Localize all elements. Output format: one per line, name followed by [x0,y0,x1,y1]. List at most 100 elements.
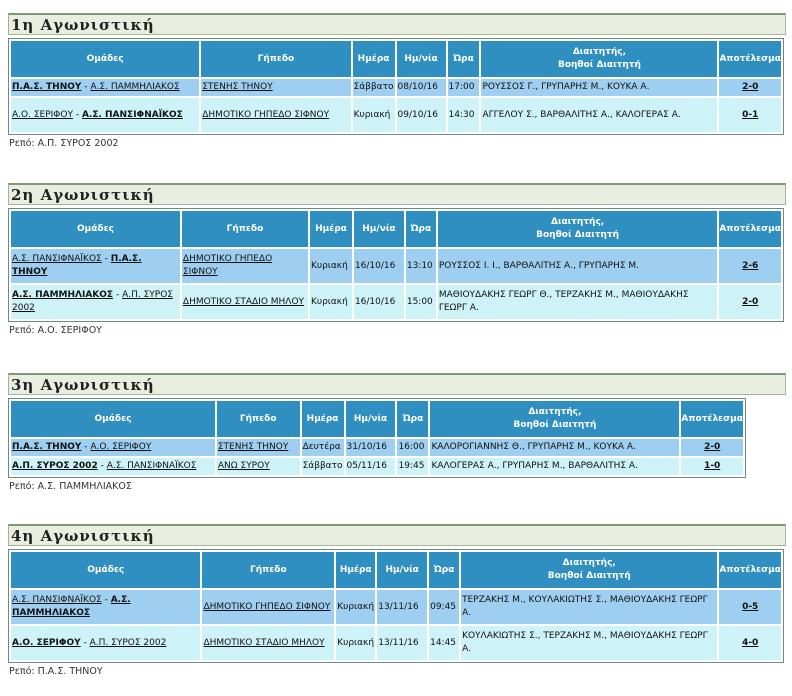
home-team-link[interactable]: Π.Α.Σ. ΤΗΝΟΥ [12,442,82,452]
game-row: Α.Σ. ΠΑΝΣΙΦΝΑΪΚΟΣ - Α.Σ. ΠΑΜΜΗΛΙΑΚΟΣ ΔΗΜ… [11,590,781,624]
game-date: 05/11/16 [345,458,396,475]
game-referees: ΤΕΡΖΑΚΗΣ Μ., ΚΟΥΛΑΚΙΩΤΗΣ Σ., ΜΑΘΙΟΥΔΑΚΗΣ… [461,590,718,624]
away-team-link[interactable]: Π.Α.Σ. ΤΗΝΟΥ [12,254,142,277]
col-time-header: Ώρα [405,211,436,247]
games-table: Ομάδες Γήπεδο Ημέρα Ημ/νία Ώρα Διαιτητής… [8,38,784,135]
game-result-link[interactable]: 0-5 [719,590,781,624]
col-teams-header: Ομάδες [11,41,200,77]
rest-team-note: Ρεπό: Π.Α.Σ. ΤΗΝΟΥ [9,666,103,677]
game-teams[interactable]: Π.Α.Σ. ΤΗΝΟΥ - Α.Σ. ΠΑΜΜΗΛΙΑΚΟΣ [11,79,200,96]
round-section-1: 1η Αγωνιστική Ομάδες Γήπεδο Ημέρα Ημ/νία… [8,13,786,149]
away-team-link[interactable]: Α.Ο. ΣΕΡΙΦΟΥ [90,442,152,452]
col-result-header: Αποτέλεσμα [719,211,781,247]
col-day-header: Ημέρα [352,41,395,77]
col-day-header: Ημέρα [336,552,376,588]
col-time-header: Ώρα [397,401,429,437]
game-day: Κυριακή [309,285,352,319]
venue-link[interactable]: ΑΝΩ ΣΥΡΟΥ [216,458,300,475]
game-row: Π.Α.Σ. ΤΗΝΟΥ - Α.Ο. ΣΕΡΙΦΟΥ ΣΤΕΝΗΣ ΤΗΝΟΥ… [11,439,743,456]
round-section-2: 2η Αγωνιστική Ομάδες Γήπεδο Ημέρα Ημ/νία… [8,183,786,336]
col-day-header: Ημέρα [309,211,352,247]
rest-team: Α.Ο. ΣΕΡΙΦΟΥ [37,325,102,336]
away-team-link[interactable]: Α.Σ. ΠΑΜΜΗΛΙΑΚΟΣ [12,595,131,618]
game-result-link[interactable]: 0-1 [719,98,781,132]
away-team-link[interactable]: Α.Π. ΣΥΡΟΣ 2002 [12,290,173,313]
col-time-header: Ώρα [429,552,460,588]
game-teams[interactable]: Π.Α.Σ. ΤΗΝΟΥ - Α.Ο. ΣΕΡΙΦΟΥ [11,439,215,456]
venue-link[interactable]: ΔΗΜΟΤΙΚΟ ΣΤΑΔΙΟ ΜΗΛΟΥ [181,285,308,319]
game-result-link[interactable]: 2-6 [719,249,781,283]
game-result-link[interactable]: 1-0 [681,458,743,475]
game-teams[interactable]: Α.Σ. ΠΑΝΣΙΦΝΑΪΚΟΣ - Π.Α.Σ. ΤΗΝΟΥ [11,249,180,283]
game-time: 14:45 [429,626,460,660]
venue-link[interactable]: ΔΗΜΟΤΙΚΟ ΓΗΠΕΔΟ ΣΙΦΝΟΥ [202,590,335,624]
game-referees: ΡΟΥΣΣΟΣ Γ., ΓΡΥΠΑΡΗΣ Μ., ΚΟΥΚΑ Α. [481,79,718,96]
game-teams[interactable]: Α.Σ. ΠΑΜΜΗΛΙΑΚΟΣ - Α.Π. ΣΥΡΟΣ 2002 [11,285,180,319]
col-referees-header: Διαιτητής, Βοηθοί Διαιτητή [437,211,718,247]
col-time-header: Ώρα [447,41,480,77]
game-time: 16:00 [397,439,429,456]
col-result-header: Αποτέλεσμα [719,552,781,588]
home-team-link[interactable]: Α.Ο. ΣΕΡΙΦΟΥ [12,637,81,648]
game-date: 31/10/16 [345,439,396,456]
away-team-link[interactable]: Α.Π. ΣΥΡΟΣ 2002 [89,637,167,648]
venue-link[interactable]: ΔΗΜΟΤΙΚΟ ΓΗΠΕΔΟ ΣΙΦΝΟΥ [181,249,308,283]
game-time: 15:00 [405,285,436,319]
round-title: 2η Αγωνιστική [8,183,786,205]
game-result-link[interactable]: 2-0 [719,79,781,96]
game-row: Α.Σ. ΠΑΝΣΙΦΝΑΪΚΟΣ - Π.Α.Σ. ΤΗΝΟΥ ΔΗΜΟΤΙΚ… [11,249,781,283]
col-venue-header: Γήπεδο [201,41,351,77]
away-team-link[interactable]: Α.Σ. ΠΑΝΣΙΦΝΑΪΚΟΣ [81,109,183,120]
game-result-link[interactable]: 2-0 [719,285,781,319]
venue-link[interactable]: ΔΗΜΟΤΙΚΟ ΣΤΑΔΙΟ ΜΗΛΟΥ [202,626,335,660]
round-section-4: 4η Αγωνιστική Ομάδες Γήπεδο Ημέρα Ημ/νία… [8,524,786,677]
home-team-link[interactable]: Α.Σ. ΠΑΝΣΙΦΝΑΪΚΟΣ [12,254,102,264]
home-team-link[interactable]: Α.Ο. ΣΕΡΙΦΟΥ [12,109,73,120]
game-row: Α.Π. ΣΥΡΟΣ 2002 - Α.Σ. ΠΑΝΣΙΦΝΑΪΚΟΣ ΑΝΩ … [11,458,743,475]
game-day: Κυριακή [309,249,352,283]
game-date: 09/10/16 [396,98,446,132]
games-table: Ομάδες Γήπεδο Ημέρα Ημ/νία Ώρα Διαιτητής… [8,208,784,322]
game-teams[interactable]: Α.Σ. ΠΑΝΣΙΦΝΑΪΚΟΣ - Α.Σ. ΠΑΜΜΗΛΙΑΚΟΣ [11,590,201,624]
game-result-link[interactable]: 2-0 [681,439,743,456]
col-day-header: Ημέρα [301,401,344,437]
game-date: 16/10/16 [353,249,404,283]
home-team-link[interactable]: Π.Α.Σ. ΤΗΝΟΥ [12,82,82,92]
game-date: 16/10/16 [353,285,404,319]
game-row: Π.Α.Σ. ΤΗΝΟΥ - Α.Σ. ΠΑΜΜΗΛΙΑΚΟΣ ΣΤΕΝΗΣ Τ… [11,79,781,96]
col-date-header: Ημ/νία [353,211,404,247]
game-day: Σάββατο [301,458,344,475]
rest-team-note: Ρεπό: Α.Π. ΣΥΡΟΣ 2002 [9,138,119,149]
game-teams[interactable]: Α.Π. ΣΥΡΟΣ 2002 - Α.Σ. ΠΑΝΣΙΦΝΑΪΚΟΣ [11,458,215,475]
game-day: Κυριακή [352,98,395,132]
rest-team: Α.Π. ΣΥΡΟΣ 2002 [37,138,119,149]
venue-link[interactable]: ΣΤΕΝΗΣ ΤΗΝΟΥ [201,79,351,96]
game-date: 13/11/16 [377,590,428,624]
game-time: 09:45 [429,590,460,624]
game-day: Δευτέρα [301,439,344,456]
game-teams[interactable]: Α.Ο. ΣΕΡΙΦΟΥ - Α.Σ. ΠΑΝΣΙΦΝΑΪΚΟΣ [11,98,200,132]
game-row: Α.Ο. ΣΕΡΙΦΟΥ - Α.Π. ΣΥΡΟΣ 2002 ΔΗΜΟΤΙΚΟ … [11,626,781,660]
round-title: 1η Αγωνιστική [8,13,786,35]
game-referees: ΚΑΛΟΡΟΓΙΑΝΝΗΣ Θ., ΓΡΥΠΑΡΗΣ Μ., ΚΟΥΚΑ Α. [430,439,680,456]
game-teams[interactable]: Α.Ο. ΣΕΡΙΦΟΥ - Α.Π. ΣΥΡΟΣ 2002 [11,626,201,660]
col-result-header: Αποτέλεσμα [719,41,781,77]
rest-team-note: Ρεπό: Α.Ο. ΣΕΡΙΦΟΥ [9,325,102,336]
home-team-link[interactable]: Α.Σ. ΠΑΜΜΗΛΙΑΚΟΣ [12,290,114,300]
game-referees: ΚΟΥΛΑΚΙΩΤΗΣ Σ., ΤΕΡΖΑΚΗΣ Μ., ΜΑΘΙΟΥΔΑΚΗΣ… [461,626,718,660]
home-team-link[interactable]: Α.Σ. ΠΑΝΣΙΦΝΑΪΚΟΣ [12,595,102,605]
game-row: Α.Σ. ΠΑΜΜΗΛΙΑΚΟΣ - Α.Π. ΣΥΡΟΣ 2002 ΔΗΜΟΤ… [11,285,781,319]
game-date: 08/10/16 [396,79,446,96]
col-result-header: Αποτέλεσμα [681,401,743,437]
venue-link[interactable]: ΔΗΜΟΤΙΚΟ ΓΗΠΕΔΟ ΣΙΦΝΟΥ [201,98,351,132]
round-section-3: 3η Αγωνιστική Ομάδες Γήπεδο Ημέρα Ημ/νία… [8,373,786,492]
venue-link[interactable]: ΣΤΕΝΗΣ ΤΗΝΟΥ [216,439,300,456]
col-referees-header: Διαιτητής, Βοηθοί Διαιτητή [430,401,680,437]
game-day: Κυριακή [336,590,376,624]
game-day: Σάββατο [352,79,395,96]
away-team-link[interactable]: Α.Σ. ΠΑΝΣΙΦΝΑΪΚΟΣ [106,461,197,471]
game-result-link[interactable]: 4-0 [719,626,781,660]
home-team-link[interactable]: Α.Π. ΣΥΡΟΣ 2002 [12,461,98,471]
game-referees: ΜΑΘΙΟΥΔΑΚΗΣ ΓΕΩΡΓ Θ., ΤΕΡΖΑΚΗΣ Μ., ΜΑΘΙΟ… [437,285,718,319]
away-team-link[interactable]: Α.Σ. ΠΑΜΜΗΛΙΑΚΟΣ [90,82,180,92]
